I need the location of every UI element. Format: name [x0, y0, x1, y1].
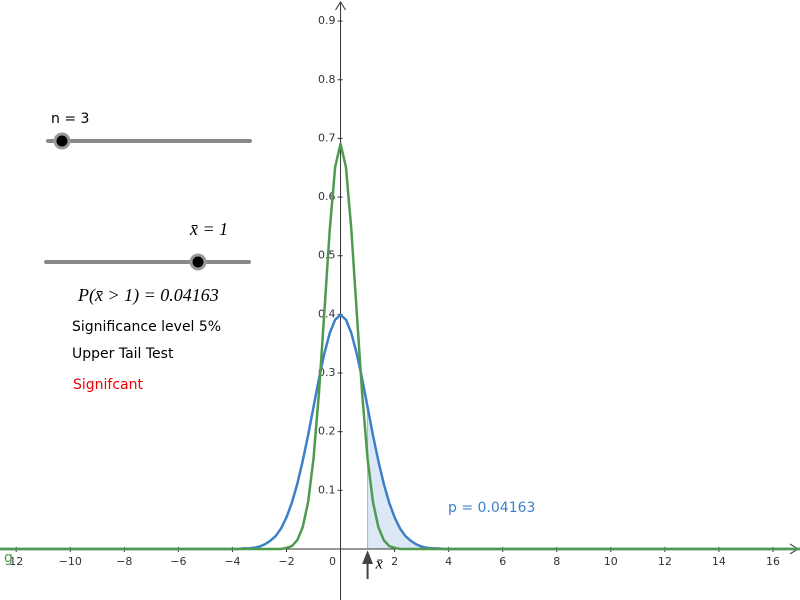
y-tick-label: 0.5	[318, 249, 336, 262]
significance: Significance level 5%	[72, 319, 221, 335]
slider-knob[interactable]	[189, 253, 207, 271]
x-tick-label: −4	[224, 555, 240, 568]
y-tick-label: 0.9	[318, 14, 336, 27]
x-tick-label: 14	[712, 555, 726, 568]
x-tick-label: 16	[766, 555, 780, 568]
xbar-label: x̄ = 1	[189, 219, 228, 239]
n-label: n = 3	[51, 111, 89, 127]
x-tick-label: 0	[329, 555, 336, 568]
slider-knob[interactable]	[53, 132, 71, 150]
curve	[0, 313, 800, 551]
xbar-arrow	[362, 550, 374, 579]
n-slider[interactable]	[46, 132, 252, 150]
x-tick-label: 6	[499, 555, 506, 568]
x-tick-label: −10	[59, 555, 82, 568]
y-tick-label: 0.2	[318, 425, 336, 438]
x-tick-label: 12	[9, 555, 23, 568]
x-tick-label: 8	[553, 555, 560, 568]
xbar-arrow-label: x̄	[375, 556, 383, 573]
curve-label: g	[4, 550, 13, 566]
y-tick-label: 0.7	[318, 131, 336, 144]
y-tick-label: 0.4	[318, 307, 336, 320]
x-tick-label: 10	[604, 555, 618, 568]
x-tick-label: 4	[445, 555, 452, 568]
x-tick-label: 12	[658, 555, 672, 568]
x-tick-label: −2	[278, 555, 294, 568]
tail-area	[367, 407, 800, 549]
y-tick-label: 0.8	[318, 73, 336, 86]
p-label: p = 0.04163	[448, 500, 535, 516]
x-tick-label: 2	[391, 555, 398, 568]
curve	[0, 142, 800, 551]
x-tick-label: −6	[170, 555, 186, 568]
y-axis-arrow	[335, 1, 346, 11]
xbar-slider[interactable]	[44, 253, 251, 271]
y-tick-label: 0.3	[318, 366, 336, 379]
result: Signifcant	[73, 377, 144, 393]
y-tick-label: 0.1	[318, 483, 336, 496]
probability: P(x̄ > 1) = 0.04163	[77, 285, 219, 306]
test-type: Upper Tail Test	[72, 346, 174, 362]
x-tick-label: −8	[116, 555, 132, 568]
